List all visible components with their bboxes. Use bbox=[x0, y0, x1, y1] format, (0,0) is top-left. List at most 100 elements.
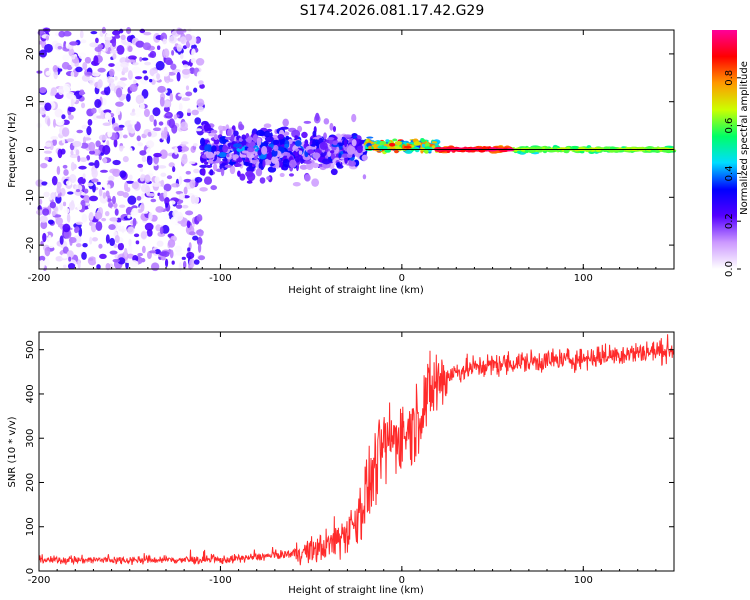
spectrogram-cell bbox=[133, 79, 137, 85]
spectrogram-cell bbox=[388, 142, 396, 147]
spectrogram-cell bbox=[81, 124, 88, 130]
spectrogram-cell bbox=[62, 54, 70, 61]
spectrogram-cell bbox=[222, 158, 228, 162]
spectrogram-cell bbox=[90, 223, 97, 233]
spectrogram-cell bbox=[253, 154, 259, 160]
spectrogram-cell bbox=[247, 136, 252, 144]
spectrogram-cell bbox=[273, 144, 279, 152]
spectrogram-cell bbox=[79, 30, 84, 39]
spectrogram-cell bbox=[168, 118, 175, 129]
spectrogram-cell bbox=[76, 129, 84, 134]
spectrogram-cell bbox=[111, 38, 117, 47]
spectrogram-cell bbox=[134, 108, 141, 118]
spectrogram-cell bbox=[241, 134, 247, 140]
spectrogram-cell bbox=[35, 179, 44, 187]
spectrogram-cell bbox=[292, 151, 297, 155]
spectrogram-cell bbox=[139, 102, 145, 110]
spectrogram-cell bbox=[141, 192, 145, 199]
spectrogram-cell bbox=[141, 57, 149, 61]
spectrogram-cell bbox=[232, 143, 242, 148]
y-tick-label: 0 bbox=[25, 146, 36, 152]
spectrogram-cell bbox=[229, 165, 236, 175]
spectrogram-cell bbox=[122, 66, 129, 73]
spectrogram-cell bbox=[424, 142, 430, 148]
spectrogram-cell bbox=[60, 148, 66, 155]
spectrogram-cell bbox=[199, 164, 208, 169]
spectrogram-cell bbox=[181, 68, 191, 75]
spectrogram-cell bbox=[112, 258, 120, 263]
spectrogram-cell bbox=[72, 140, 82, 148]
spectrogram-cell bbox=[227, 128, 232, 137]
spectrogram-cell bbox=[156, 73, 161, 80]
spectrogram-cell bbox=[348, 160, 356, 167]
spectrogram-cell bbox=[77, 176, 86, 185]
spectrogram-cell bbox=[59, 235, 64, 245]
spectrogram-cell bbox=[205, 164, 213, 168]
spectrogram-cell bbox=[86, 125, 92, 136]
spectrogram-cell bbox=[188, 161, 196, 165]
spectrogram-cell bbox=[330, 168, 338, 176]
spectrogram-cell bbox=[152, 127, 162, 132]
spectrogram-cell bbox=[102, 192, 107, 199]
spectrogram-cell bbox=[52, 65, 58, 73]
spectrogram-cell bbox=[45, 70, 51, 76]
spectrogram-cell bbox=[193, 143, 198, 147]
spectrogram-cell bbox=[63, 207, 70, 214]
spectrogram-cell bbox=[183, 186, 188, 195]
spectrogram-cell bbox=[149, 114, 155, 123]
spectrogram-cell bbox=[38, 259, 45, 270]
spectrogram-cell bbox=[159, 96, 165, 107]
spectrogram-cell bbox=[132, 217, 137, 227]
spectrogram-cell bbox=[165, 113, 171, 117]
spectrogram-cell bbox=[40, 220, 48, 230]
spectrogram-cell bbox=[84, 71, 93, 76]
spectrogram-cell bbox=[169, 249, 174, 259]
spectrogram-cell bbox=[118, 228, 128, 232]
spectrogram-cell bbox=[95, 254, 99, 264]
spectrogram-cell bbox=[257, 149, 262, 156]
spectrogram-cell bbox=[392, 138, 398, 142]
spectrogram-cell bbox=[329, 150, 335, 154]
spectrogram-cell bbox=[356, 145, 363, 154]
y-tick-label: 300 bbox=[25, 429, 36, 448]
chart-title: S174.2026.081.17.42.G29 bbox=[300, 3, 485, 19]
spectrogram-cell bbox=[228, 161, 237, 165]
spectrogram-cell bbox=[69, 236, 73, 247]
spectrogram-cell bbox=[180, 53, 184, 60]
spectrogram-cell bbox=[117, 83, 127, 87]
spectrogram-cell bbox=[301, 131, 308, 139]
spectrogram-cell bbox=[181, 146, 190, 152]
spectrogram-cell bbox=[92, 114, 99, 121]
spectrogram-cell bbox=[148, 211, 153, 221]
spectrogram-cell bbox=[101, 217, 107, 222]
snr-series-line bbox=[38, 334, 675, 566]
spectrogram-cell bbox=[146, 228, 153, 237]
spectrogram-cell bbox=[108, 224, 116, 230]
spectrogram-cell bbox=[194, 117, 202, 125]
spectrogram-cell bbox=[91, 71, 101, 77]
spectrogram-cell bbox=[199, 137, 206, 147]
spectrogram-cell bbox=[150, 262, 160, 272]
spectrogram-cell bbox=[188, 231, 196, 236]
spectrogram-cell bbox=[176, 44, 183, 52]
spectrogram-cell bbox=[78, 165, 87, 170]
colorbar-tick-label: 0.0 bbox=[724, 261, 735, 277]
spectrogram-cell bbox=[149, 50, 157, 59]
spectrogram-cell bbox=[277, 133, 285, 140]
snr-y-label: SNR (10 * v/v) bbox=[7, 416, 18, 487]
spectrogram-cell bbox=[180, 121, 188, 131]
spectrogram-cell bbox=[516, 150, 522, 154]
spectrogram-cell bbox=[49, 201, 57, 209]
spectrogram-cell bbox=[198, 255, 206, 261]
spectrogram-cell bbox=[200, 157, 207, 162]
spectrogram-cell bbox=[86, 155, 91, 161]
spectrogram-cell bbox=[97, 67, 106, 73]
spectrogram-cell bbox=[122, 156, 129, 163]
spectrogram-cell bbox=[88, 162, 95, 166]
x-tick-label: 100 bbox=[574, 575, 593, 586]
spectrogram-cell bbox=[82, 61, 88, 70]
spectrogram-cell bbox=[312, 152, 321, 159]
spectrogram-cell bbox=[144, 61, 152, 66]
spectrogram-cell bbox=[259, 177, 266, 184]
